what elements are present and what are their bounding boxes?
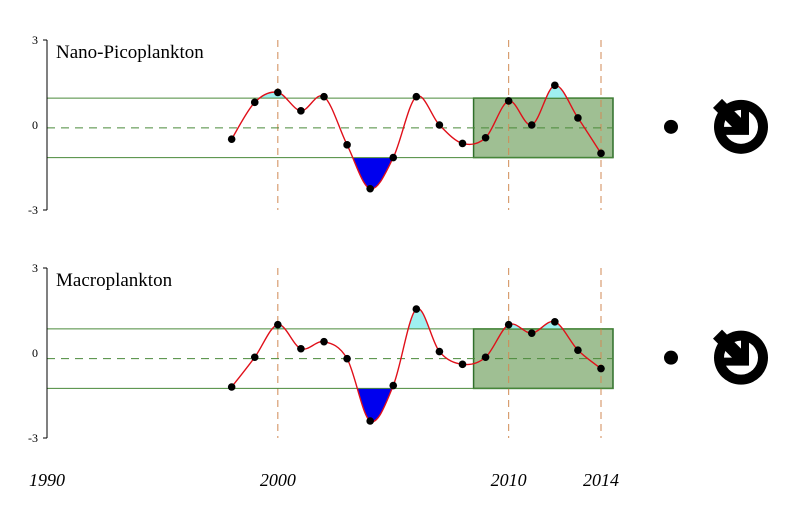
y-tick-label: 3 bbox=[32, 33, 38, 47]
trend-icon-arrow bbox=[713, 329, 749, 366]
above-band-fill bbox=[231, 85, 601, 99]
y-tick-label: -3 bbox=[28, 431, 38, 445]
data-point bbox=[366, 184, 374, 193]
data-point bbox=[574, 346, 582, 354]
data-point bbox=[250, 98, 259, 107]
data-point bbox=[597, 149, 605, 158]
below-band-fill bbox=[352, 157, 394, 189]
chart-panel-1: 3 0 -3 Nano-Picoplankton bbox=[28, 33, 768, 217]
chart-panels: 3 0 -3 Nano-Picoplankton 3 0 -3 Macroplankton bbox=[28, 33, 768, 445]
y-tick-label: 0 bbox=[32, 346, 38, 360]
data-point bbox=[412, 305, 421, 313]
data-point bbox=[343, 141, 351, 149]
above-band-fills bbox=[231, 308, 601, 422]
x-tick-label: 1990 bbox=[29, 470, 65, 490]
panel-title: Macroplankton bbox=[56, 270, 173, 291]
data-point bbox=[227, 135, 236, 143]
data-point bbox=[274, 320, 282, 329]
data-point bbox=[481, 133, 490, 142]
data-point bbox=[320, 337, 328, 346]
data-point bbox=[481, 353, 490, 362]
data-point bbox=[435, 121, 444, 129]
data-point bbox=[412, 92, 421, 101]
data-point bbox=[527, 329, 536, 337]
data-point bbox=[458, 139, 467, 148]
status-dot bbox=[664, 119, 678, 134]
data-point bbox=[435, 347, 444, 356]
above-band-fills bbox=[231, 85, 601, 189]
data-point bbox=[320, 92, 328, 101]
data-point bbox=[527, 121, 536, 129]
data-point bbox=[574, 114, 582, 122]
data-point bbox=[274, 88, 282, 97]
data-point bbox=[389, 153, 398, 162]
data-point bbox=[366, 417, 374, 425]
data-point bbox=[458, 360, 467, 369]
arrow-down-right-icon bbox=[713, 329, 768, 385]
x-axis-year-labels: 1990 2000 2010 2014 bbox=[29, 470, 619, 490]
data-point bbox=[297, 344, 305, 353]
y-tick-label: 0 bbox=[32, 118, 38, 132]
data-point bbox=[504, 97, 513, 105]
data-point bbox=[250, 353, 259, 362]
y-tick-label: -3 bbox=[28, 203, 38, 217]
data-point bbox=[227, 383, 236, 391]
status-dot bbox=[664, 350, 678, 365]
x-tick-label: 2010 bbox=[491, 470, 527, 490]
chart-panel-2: 3 0 -3 Macroplankton bbox=[28, 261, 768, 445]
above-band-fill bbox=[272, 308, 563, 329]
x-tick-label: 2014 bbox=[583, 470, 619, 490]
trend-icon-arrow bbox=[713, 98, 749, 135]
data-point bbox=[297, 107, 305, 115]
y-tick-label: 3 bbox=[32, 261, 38, 275]
arrow-down-right-icon bbox=[713, 98, 768, 154]
data-point bbox=[343, 354, 351, 363]
data-point bbox=[389, 381, 398, 390]
data-point bbox=[597, 364, 605, 373]
x-tick-label: 2000 bbox=[260, 470, 296, 490]
data-point bbox=[551, 318, 559, 326]
data-point bbox=[504, 320, 513, 329]
panel-title: Nano-Picoplankton bbox=[56, 42, 204, 63]
data-point bbox=[551, 81, 559, 90]
